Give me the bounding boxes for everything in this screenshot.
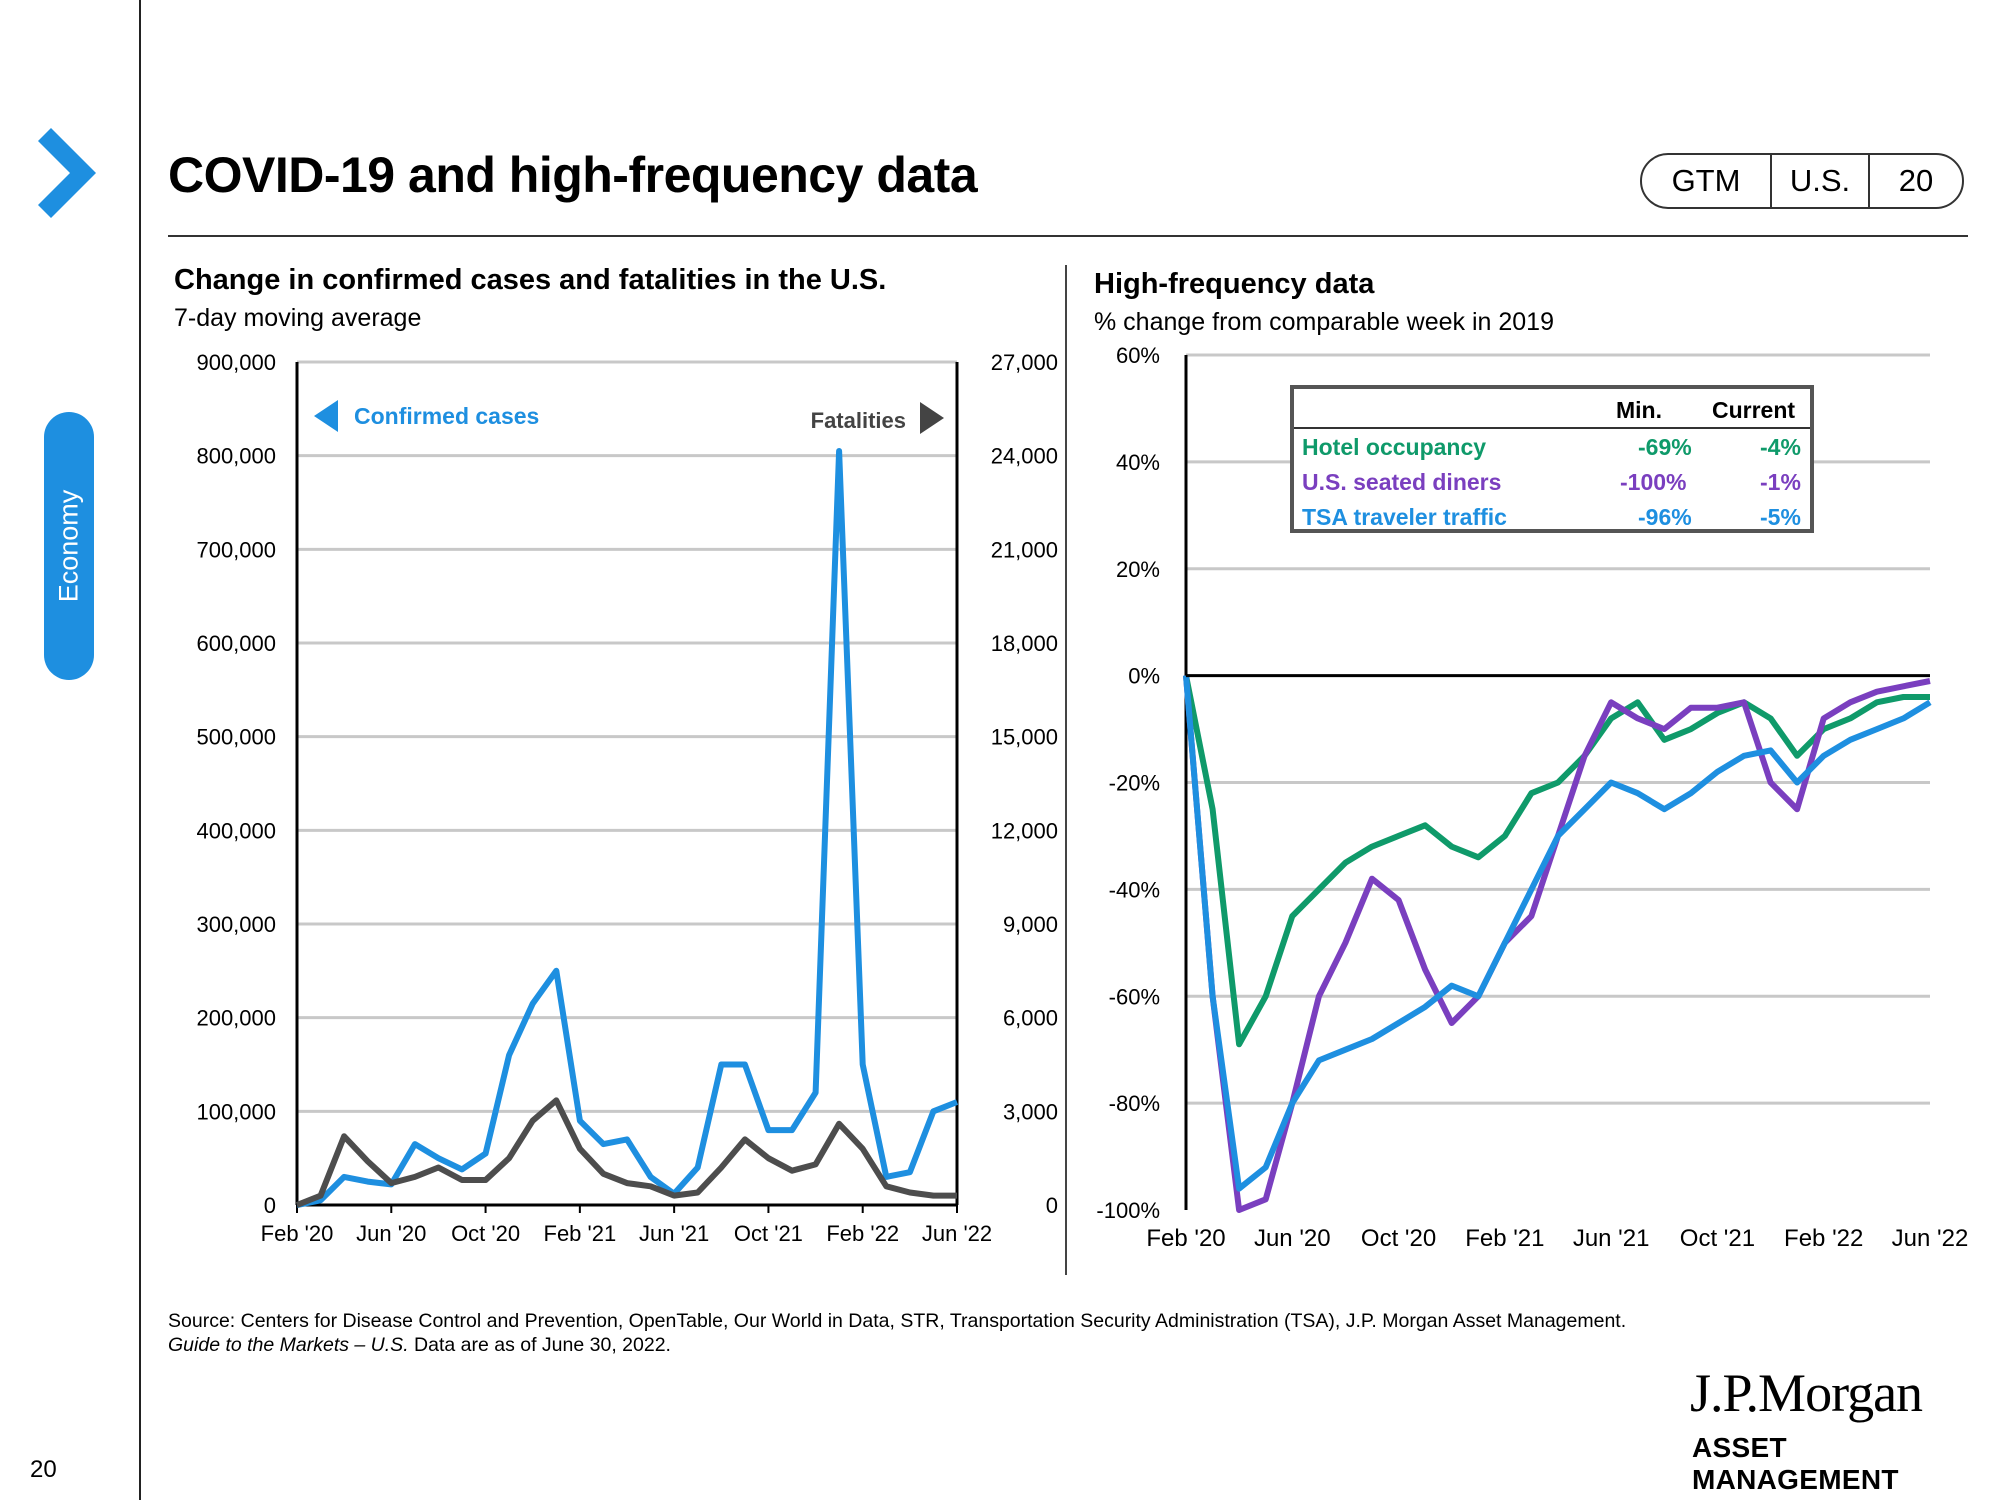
y-right-tick-label: 24,000 <box>991 444 1058 469</box>
y-tick-label: -20% <box>1109 771 1160 796</box>
x-tick-label: Feb '22 <box>1784 1225 1863 1252</box>
y-tick-label: -80% <box>1109 1091 1160 1116</box>
chart-2-subtitle: % change from comparable week in 2019 <box>1094 308 1554 336</box>
arrow-left-icon <box>314 400 338 432</box>
table-row-tsa: TSA traveler traffic -96% -5% <box>1294 501 1810 535</box>
page-title: COVID-19 and high-frequency data <box>168 147 978 203</box>
series-line-tsa-traveler-traffic <box>1183 675 1932 1192</box>
x-tick-label: Jun '20 <box>1254 1225 1331 1252</box>
y-right-tick-label: 18,000 <box>991 631 1058 656</box>
table-row-diners: U.S. seated diners -100% -1% <box>1294 466 1810 500</box>
badge-divider <box>1770 155 1772 207</box>
series-line-confirmed-cases <box>296 448 959 1208</box>
table-row-label: U.S. seated diners <box>1302 469 1502 495</box>
gtm-badge: GTM U.S. 20 <box>1640 153 1964 209</box>
x-tick-label: Feb '20 <box>1146 1225 1225 1252</box>
y-tick-label: 20% <box>1116 557 1160 582</box>
x-tick-label: Feb '20 <box>261 1221 334 1246</box>
series-line-fatalities <box>295 1097 957 1208</box>
table-header-current: Current <box>1712 397 1796 423</box>
legend-fatalities-label: Fatalities <box>811 408 906 433</box>
badge-page: 20 <box>1898 163 1934 198</box>
high-frequency-table: Min. Current Hotel occupancy -69% -4% U.… <box>1290 385 1814 533</box>
footnote-source: Source: Centers for Disease Control and … <box>168 1310 1627 1332</box>
series-line-u-s-seated-diners <box>1183 675 1931 1213</box>
y-tick-label: 60% <box>1116 343 1160 368</box>
y-right-tick-label: 9,000 <box>1003 912 1058 937</box>
footnote-guide-date: Data are as of June 30, 2022. <box>408 1334 671 1356</box>
table-row-current: -5% <box>1760 504 1801 530</box>
table-row-min: -96% <box>1638 504 1692 530</box>
y-left-tick-label: 100,000 <box>196 1099 276 1124</box>
table-row-current: -1% <box>1760 469 1801 495</box>
x-tick-label: Jun '22 <box>922 1221 992 1246</box>
series-line-hotel-occupancy <box>1183 675 1930 1048</box>
y-left-tick-label: 300,000 <box>196 912 276 937</box>
y-left-tick-label: 200,000 <box>196 1006 276 1031</box>
chart-1-title: Change in confirmed cases and fatalities… <box>174 264 887 296</box>
y-left-tick-label: 800,000 <box>196 444 276 469</box>
y-right-tick-label: 0 <box>1046 1193 1058 1218</box>
left-vertical-rule <box>139 0 141 1500</box>
y-tick-label: 40% <box>1116 450 1160 475</box>
x-tick-label: Oct '21 <box>1680 1225 1755 1252</box>
y-left-tick-label: 700,000 <box>196 537 276 562</box>
table-row-hotel: Hotel occupancy -69% -4% <box>1294 431 1810 465</box>
chart-2-title: High-frequency data <box>1094 268 1375 300</box>
y-right-tick-label: 3,000 <box>1003 1099 1058 1124</box>
y-tick-label: -60% <box>1109 984 1160 1009</box>
badge-divider <box>1868 155 1870 207</box>
y-right-tick-label: 6,000 <box>1003 1006 1058 1031</box>
y-right-tick-label: 15,000 <box>991 725 1058 750</box>
badge-gtm: GTM <box>1671 163 1741 198</box>
table-row-min: -69% <box>1638 434 1692 460</box>
footnote: Source: Centers for Disease Control and … <box>168 1309 1708 1357</box>
x-tick-label: Feb '22 <box>826 1221 899 1246</box>
footnote-guide-title: Guide to the Markets – U.S. <box>168 1334 409 1356</box>
chart-divider <box>1065 265 1067 1275</box>
chart-1-subtitle: 7-day moving average <box>174 304 422 332</box>
table-row-current: -4% <box>1760 434 1801 460</box>
legend-cases-label: Confirmed cases <box>354 403 539 429</box>
section-tab-economy[interactable]: Economy <box>44 412 94 680</box>
y-tick-label: 0% <box>1128 664 1160 689</box>
table-header-min: Min. <box>1616 397 1662 423</box>
x-tick-label: Oct '21 <box>734 1221 803 1246</box>
y-left-tick-label: 0 <box>264 1193 276 1218</box>
chevron-right-icon <box>38 128 96 218</box>
x-tick-label: Oct '20 <box>451 1221 520 1246</box>
table-header-rule <box>1294 427 1810 429</box>
y-left-tick-label: 400,000 <box>196 818 276 843</box>
x-tick-label: Jun '22 <box>1892 1225 1969 1252</box>
table-row-min: -100% <box>1620 469 1687 495</box>
y-right-tick-label: 21,000 <box>991 537 1058 562</box>
jpmorgan-logo: J.P.Morgan <box>1690 1363 1923 1423</box>
logo-subtitle: ASSET MANAGEMENT <box>1692 1432 1899 1495</box>
badge-region: U.S. <box>1789 163 1851 198</box>
page-number: 20 <box>30 1456 57 1483</box>
x-tick-label: Jun '21 <box>1573 1225 1650 1252</box>
x-tick-label: Jun '20 <box>356 1221 426 1246</box>
y-left-tick-label: 600,000 <box>196 631 276 656</box>
table-row-label: TSA traveler traffic <box>1302 504 1507 530</box>
footnote-guide: Guide to the Markets – U.S. Data are as … <box>168 1333 1708 1357</box>
arrow-right-icon <box>920 402 944 434</box>
y-right-tick-label: 27,000 <box>991 350 1058 375</box>
y-tick-label: -100% <box>1096 1198 1160 1223</box>
x-tick-label: Feb '21 <box>544 1221 617 1246</box>
y-right-tick-label: 12,000 <box>991 818 1058 843</box>
y-tick-label: -40% <box>1109 877 1160 902</box>
y-left-tick-label: 500,000 <box>196 725 276 750</box>
title-underline <box>168 235 1968 237</box>
x-tick-label: Oct '20 <box>1361 1225 1436 1252</box>
table-row-label: Hotel occupancy <box>1302 434 1487 460</box>
y-left-tick-label: 900,000 <box>196 350 276 375</box>
x-tick-label: Feb '21 <box>1465 1225 1544 1252</box>
x-tick-label: Jun '21 <box>639 1221 709 1246</box>
